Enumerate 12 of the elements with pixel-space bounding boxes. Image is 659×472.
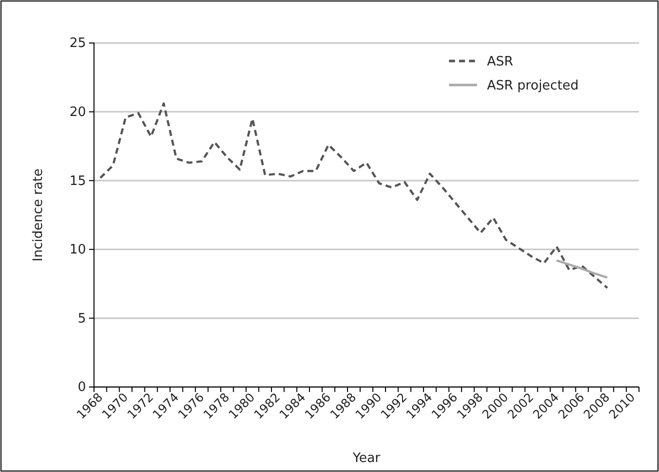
y-tick-label: 0 [78,380,86,396]
y-tick-label: 5 [78,311,86,326]
y-tick-label: 15 [69,174,86,189]
line-series [556,259,608,279]
line-series [99,102,608,290]
y-tick-label: 20 [69,104,86,120]
legend-label: ASR projected [487,78,579,94]
x-axis-title: Year [352,451,381,466]
y-tick-label: 25 [69,36,86,52]
y-tick-label: 10 [69,242,86,258]
y-axis-title: Incidence rate [31,168,46,262]
legend-label: ASR [487,54,514,70]
